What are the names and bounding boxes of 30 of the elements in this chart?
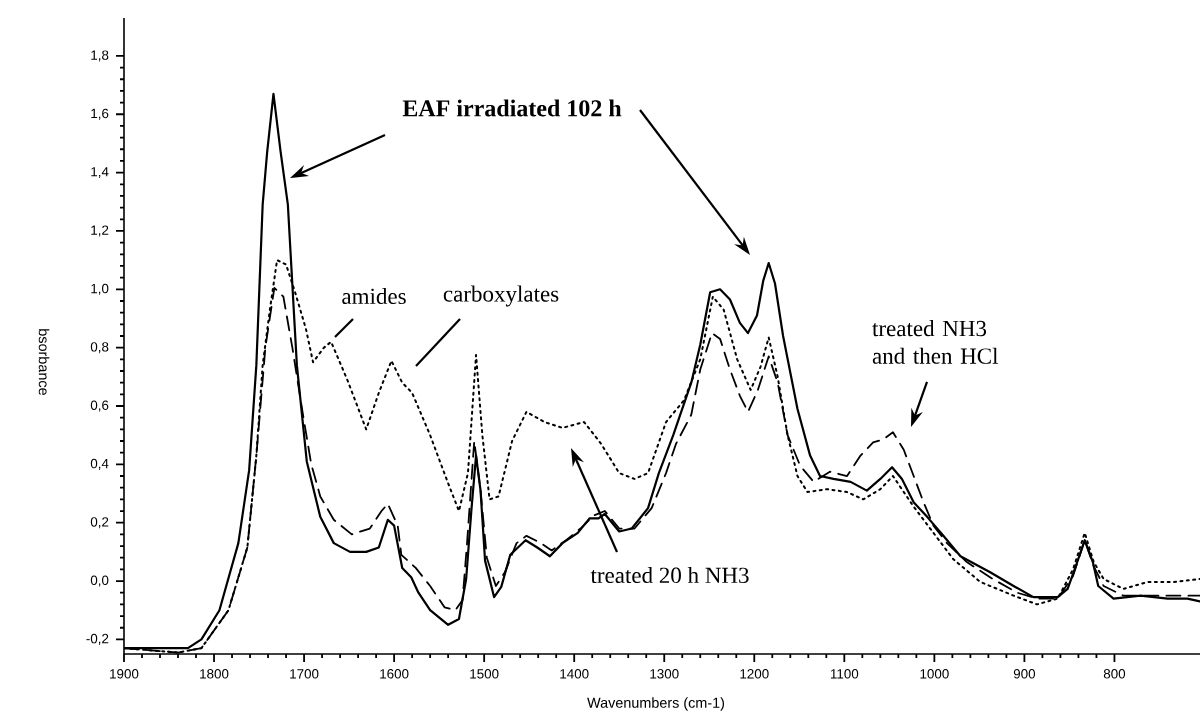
annotation: EAF irradiated 102 h bbox=[402, 99, 622, 117]
y-tick-label: 1,2 bbox=[91, 225, 109, 237]
x-tick-label: 800 bbox=[1103, 669, 1126, 679]
y-tick-label: 0,8 bbox=[90, 342, 109, 354]
y-tick-label: 1,6 bbox=[91, 108, 109, 120]
x-tick-label: 900 bbox=[1013, 669, 1036, 679]
y-tick-label: 0,2 bbox=[90, 517, 109, 529]
annotation: treated NH3 and then HCl bbox=[872, 320, 999, 364]
x-tick-label: 1200 bbox=[740, 669, 769, 679]
annotation: carboxylates bbox=[443, 285, 559, 307]
y-tick-label: 1,4 bbox=[91, 167, 109, 179]
x-axis-title: Wavenumbers (cm-1) bbox=[587, 697, 725, 711]
x-tick-label: 1100 bbox=[830, 669, 859, 679]
x-tick-label: 1300 bbox=[650, 669, 679, 679]
x-tick-label: 1800 bbox=[200, 669, 229, 679]
y-axis-title: bsorbance bbox=[38, 329, 50, 395]
x-tick-label: 1000 bbox=[920, 669, 949, 679]
y-tick-label: 1,8 bbox=[91, 50, 109, 62]
x-tick-label: 1700 bbox=[290, 669, 319, 679]
x-tick-label: 1400 bbox=[560, 669, 589, 679]
x-tick-label: 1500 bbox=[470, 669, 499, 679]
y-tick-label: 1,0 bbox=[91, 283, 109, 295]
y-tick-label: 0,6 bbox=[90, 400, 109, 412]
y-tick-label: -0,2 bbox=[86, 633, 109, 645]
x-tick-label: 1900 bbox=[110, 669, 139, 679]
y-tick-label: 0,4 bbox=[90, 458, 109, 470]
y-tick-label: 0,0 bbox=[90, 575, 109, 587]
annotation: amides bbox=[342, 287, 406, 305]
x-tick-label: 1600 bbox=[380, 669, 409, 679]
annotation: treated 20 h NH3 bbox=[590, 566, 749, 584]
